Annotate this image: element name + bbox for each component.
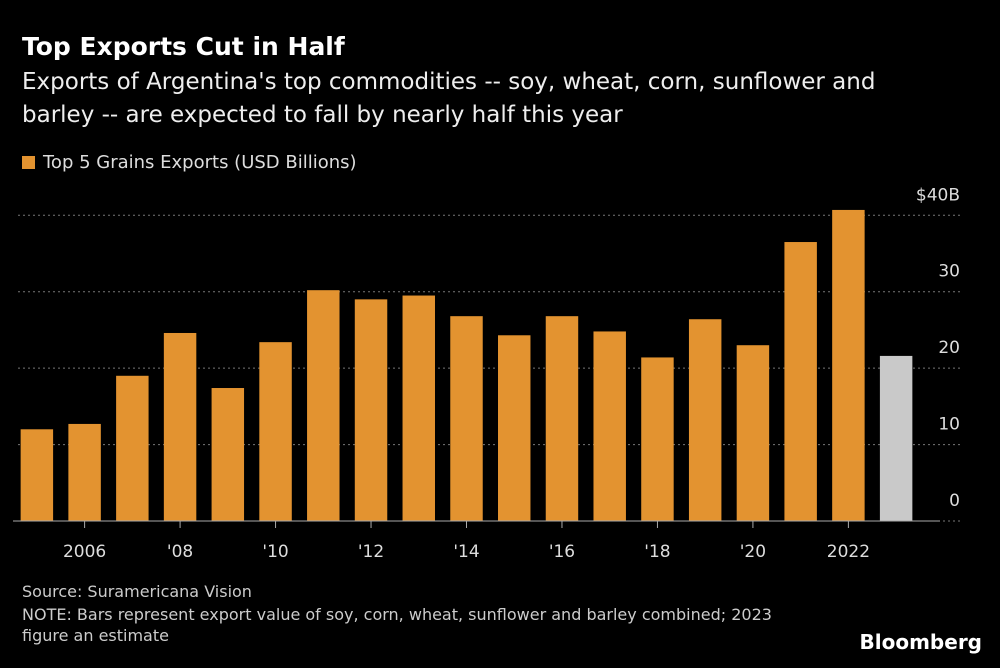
bar bbox=[68, 423, 101, 521]
bar bbox=[879, 355, 913, 521]
y-tick-label: 10 bbox=[938, 415, 960, 435]
chart-title: Top Exports Cut in Half bbox=[22, 32, 345, 61]
bar bbox=[211, 388, 245, 521]
bar bbox=[450, 316, 483, 521]
x-tick-label: '16 bbox=[549, 542, 575, 562]
legend-label: Top 5 Grains Exports (USD Billions) bbox=[43, 152, 357, 173]
bar bbox=[259, 342, 292, 521]
bar bbox=[402, 295, 435, 521]
chart-subtitle: Exports of Argentina's top commodities -… bbox=[22, 69, 876, 128]
x-tick-label: 2022 bbox=[827, 542, 870, 562]
bar bbox=[20, 429, 54, 521]
bar bbox=[163, 332, 197, 521]
bar bbox=[641, 357, 674, 521]
bar bbox=[545, 316, 579, 521]
brand: Bloomberg bbox=[859, 630, 982, 654]
x-tick-label: '08 bbox=[167, 542, 193, 562]
x-tick-label: 2006 bbox=[63, 542, 106, 562]
legend-swatch bbox=[22, 156, 35, 169]
x-tick-label: '12 bbox=[358, 542, 384, 562]
y-tick-label: 30 bbox=[938, 262, 960, 282]
x-tick-label: '18 bbox=[644, 542, 670, 562]
x-tick-label: '20 bbox=[740, 542, 766, 562]
bar bbox=[498, 335, 531, 521]
y-tick-label: $40B bbox=[916, 185, 960, 205]
bar bbox=[307, 290, 340, 521]
source: Source: Suramericana Vision bbox=[22, 582, 252, 601]
bar bbox=[736, 345, 770, 521]
y-tick-label: 0 bbox=[949, 491, 960, 511]
x-tick-label: '10 bbox=[262, 542, 288, 562]
bar bbox=[354, 299, 388, 521]
bar bbox=[688, 319, 722, 521]
bar bbox=[593, 331, 626, 521]
x-tick-label: '14 bbox=[453, 542, 479, 562]
bar bbox=[832, 209, 865, 521]
y-tick-label: 20 bbox=[938, 338, 960, 358]
bar bbox=[116, 375, 149, 521]
note: NOTE: Bars represent export value of soy… bbox=[22, 605, 772, 645]
bar bbox=[784, 242, 817, 522]
legend: Top 5 Grains Exports (USD Billions) bbox=[22, 152, 357, 173]
